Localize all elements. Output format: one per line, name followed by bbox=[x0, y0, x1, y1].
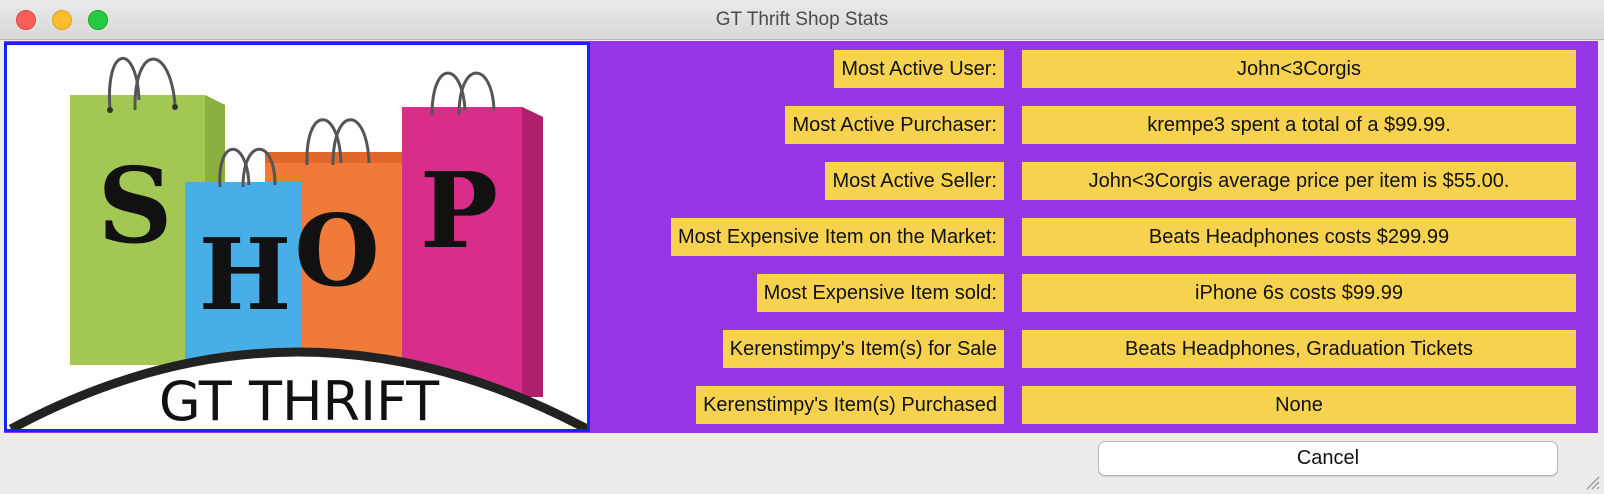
resize-grip-icon[interactable] bbox=[1582, 472, 1600, 490]
minimize-window-button[interactable] bbox=[52, 10, 72, 30]
stat-row-most-expensive-on-market: Most Expensive Item on the Market: Beats… bbox=[590, 218, 1600, 256]
stat-label: Most Active Purchaser: bbox=[785, 106, 1004, 144]
stat-row-most-active-user: Most Active User: John<3Corgis bbox=[590, 50, 1600, 88]
logo-arc bbox=[8, 347, 587, 429]
stat-label: Most Active User: bbox=[834, 50, 1004, 88]
pink-shopping-bag-icon bbox=[402, 71, 543, 397]
logo-letter-h: H bbox=[199, 218, 292, 333]
close-window-button[interactable] bbox=[16, 10, 36, 30]
zoom-window-button[interactable] bbox=[88, 10, 108, 30]
stat-label: Kerenstimpy's Item(s) Purchased bbox=[696, 386, 1004, 424]
stat-value: John<3Corgis bbox=[1022, 50, 1576, 88]
stat-row-most-active-seller: Most Active Seller: John<3Corgis average… bbox=[590, 162, 1600, 200]
stat-value: None bbox=[1022, 386, 1576, 424]
logo-letter-p: P bbox=[420, 149, 498, 272]
blue-shopping-bag-icon bbox=[185, 147, 302, 385]
logo-letter-o: O bbox=[294, 194, 379, 309]
stat-label: Most Expensive Item sold: bbox=[756, 274, 1004, 312]
stat-value: Beats Headphones costs $299.99 bbox=[1022, 218, 1576, 256]
stat-value: Beats Headphones, Graduation Tickets bbox=[1022, 330, 1576, 368]
stat-value: iPhone 6s costs $99.99 bbox=[1022, 274, 1576, 312]
window-title: GT Thrift Shop Stats bbox=[715, 9, 889, 30]
stat-row-most-expensive-sold: Most Expensive Item sold: iPhone 6s cost… bbox=[590, 274, 1600, 312]
stat-row-items-purchased: Kerenstimpy's Item(s) Purchased None bbox=[590, 386, 1600, 424]
stat-value: krempe3 spent a total of a $99.99. bbox=[1022, 106, 1576, 144]
stat-label: Most Active Seller: bbox=[825, 162, 1004, 200]
stat-row-items-for-sale: Kerenstimpy's Item(s) for Sale Beats Hea… bbox=[590, 330, 1600, 368]
stat-label: Most Expensive Item on the Market: bbox=[670, 218, 1004, 256]
title-bar: GT Thrift Shop Stats bbox=[0, 0, 1604, 40]
stat-label: Kerenstimpy's Item(s) for Sale bbox=[722, 330, 1004, 368]
stat-value: John<3Corgis average price per item is $… bbox=[1022, 162, 1576, 200]
stat-row-most-active-purchaser: Most Active Purchaser: krempe3 spent a t… bbox=[590, 106, 1600, 144]
logo-letter-s: S bbox=[97, 144, 172, 267]
logo-caption: GT THRIFT bbox=[159, 370, 440, 429]
cancel-button[interactable]: Cancel bbox=[1098, 441, 1558, 476]
gt-thrift-logo: S H O P GT THRIFT bbox=[4, 42, 590, 432]
